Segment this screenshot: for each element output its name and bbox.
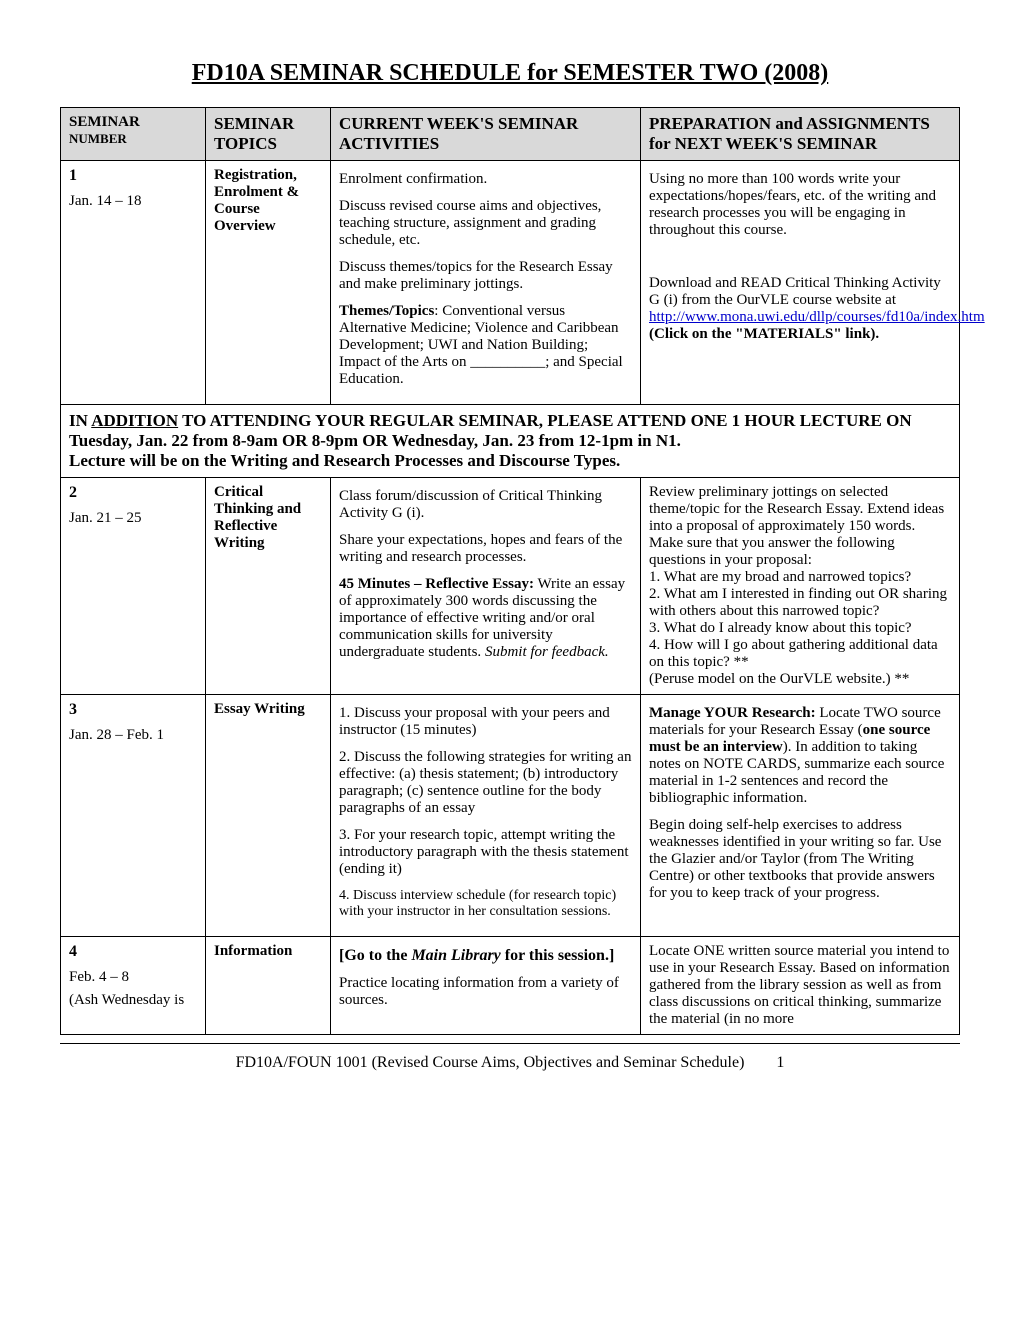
row4-act-it: Main Library: [411, 947, 500, 964]
row1-prep-p2b: (Click on the "MATERIALS" link).: [649, 326, 879, 342]
row4-number-cell: 4 Feb. 4 – 8 (Ash Wednesday is: [61, 937, 206, 1035]
row-1: 1 Jan. 14 – 18 Registration, Enrolment &…: [61, 161, 960, 405]
hdr-topic-l1: SEMINAR: [214, 114, 322, 134]
row4-activities-cell: [Go to the Main Library for this session…: [331, 937, 641, 1035]
row1-act-p1: Enrolment confirmation.: [339, 171, 632, 188]
row1-topic: Registration, Enrolment & Course Overvie…: [214, 167, 299, 234]
row1-number-cell: 1 Jan. 14 – 18: [61, 161, 206, 405]
row2-act-p2: Share your expectations, hopes and fears…: [339, 532, 632, 566]
row-4: 4 Feb. 4 – 8 (Ash Wednesday is Informati…: [61, 937, 960, 1035]
row3-prep-p1: Manage YOUR Research: Locate TWO source …: [649, 705, 951, 807]
row2-act-p1: Class forum/discussion of Critical Think…: [339, 488, 632, 522]
hdr-seminar-topics: SEMINAR TOPICS: [206, 108, 331, 161]
row4-act-head: [Go to the Main Library for this session…: [339, 947, 632, 965]
row1-prep-p1: Using no more than 100 words write your …: [649, 171, 951, 239]
row1-prep-p2: Download and READ Critical Thinking Acti…: [649, 275, 951, 343]
row2-q1: 1. What are my broad and narrowed topics…: [649, 569, 951, 586]
notice-row: IN ADDITION TO ATTENDING YOUR REGULAR SE…: [61, 405, 960, 478]
row3-act1: 1. Discuss your proposal with your peers…: [339, 705, 632, 739]
row-3: 3 Jan. 28 – Feb. 1 Essay Writing 1. Disc…: [61, 695, 960, 937]
row4-act-b1: [Go to the: [339, 947, 411, 964]
notice-l1b: TO ATTENDING YOUR REGULAR SEMINAR, PLEAS…: [69, 411, 912, 450]
row2-peruse: (Peruse model on the OurVLE website.) **: [649, 671, 951, 688]
row2-q4: 4. How will I go about gathering additio…: [649, 637, 951, 671]
row4-date2: (Ash Wednesday is: [69, 992, 197, 1009]
row4-num: 4: [69, 943, 197, 961]
hdr-num-l1: SEMINAR: [69, 114, 197, 131]
notice-l1a: IN: [69, 411, 91, 430]
row3-number-cell: 3 Jan. 28 – Feb. 1: [61, 695, 206, 937]
row1-act-p3: Discuss themes/topics for the Research E…: [339, 259, 632, 293]
footer-divider: [60, 1043, 960, 1044]
row3-act2: 2. Discuss the following strategies for …: [339, 749, 632, 817]
row2-num: 2: [69, 484, 197, 502]
hdr-topic-l2: TOPICS: [214, 134, 322, 154]
notice-cell: IN ADDITION TO ATTENDING YOUR REGULAR SE…: [61, 405, 960, 478]
row2-q3: 3. What do I already know about this top…: [649, 620, 951, 637]
row4-prep-cell: Locate ONE written source material you i…: [641, 937, 960, 1035]
row3-date: Jan. 28 – Feb. 1: [69, 727, 197, 744]
row4-prep: Locate ONE written source material you i…: [649, 943, 951, 1028]
page-footer: FD10A/FOUN 1001 (Revised Course Aims, Ob…: [60, 1054, 960, 1072]
row4-act-p: Practice locating information from a var…: [339, 975, 632, 1009]
row3-prep-p2: Begin doing self-help exercises to addre…: [649, 817, 951, 902]
footer-page: 1: [776, 1054, 784, 1071]
row1-act-themes: Themes/Topics: Conventional versus Alter…: [339, 303, 632, 388]
hdr-preparation: PREPARATION and ASSIGNMENTS for NEXT WEE…: [641, 108, 960, 161]
row1-themes-label: Themes/Topics: [339, 303, 434, 319]
row3-num: 3: [69, 701, 197, 719]
row3-topic: Essay Writing: [214, 701, 305, 717]
row3-prep-cell: Manage YOUR Research: Locate TWO source …: [641, 695, 960, 937]
row2-q2: 2. What am I interested in finding out O…: [649, 586, 951, 620]
hdr-num-l2: NUMBER: [69, 131, 197, 147]
materials-link[interactable]: http://www.mona.uwi.edu/dllp/courses/fd1…: [649, 309, 985, 325]
row2-act-b: 45 Minutes – Reflective Essay:: [339, 576, 534, 592]
notice-l2: Lecture will be on the Writing and Resea…: [69, 451, 620, 470]
row3-topic-cell: Essay Writing: [206, 695, 331, 937]
row4-act-b2: for this session.]: [501, 947, 615, 964]
row-2: 2 Jan. 21 – 25 Critical Thinking and Ref…: [61, 478, 960, 695]
hdr-activities: CURRENT WEEK'S SEMINAR ACTIVITIES: [331, 108, 641, 161]
row2-act-it: Submit for feedback.: [485, 644, 609, 660]
row1-act-p2: Discuss revised course aims and objectiv…: [339, 198, 632, 249]
row3-act4: 4. Discuss interview schedule (for resea…: [339, 888, 632, 920]
row3-prep-b: Manage YOUR Research:: [649, 705, 816, 721]
row3-act3: 3. For your research topic, attempt writ…: [339, 827, 632, 878]
row1-prep-cell: Using no more than 100 words write your …: [641, 161, 960, 405]
schedule-table: SEMINAR NUMBER SEMINAR TOPICS CURRENT WE…: [60, 107, 960, 1035]
row4-date: Feb. 4 – 8: [69, 969, 197, 986]
row2-prep-intro: Review preliminary jottings on selected …: [649, 484, 951, 569]
row3-activities-cell: 1. Discuss your proposal with your peers…: [331, 695, 641, 937]
footer-text: FD10A/FOUN 1001 (Revised Course Aims, Ob…: [236, 1054, 745, 1071]
hdr-seminar-number: SEMINAR NUMBER: [61, 108, 206, 161]
notice-l1u: ADDITION: [91, 411, 178, 430]
row2-topic-cell: Critical Thinking and Reflective Writing: [206, 478, 331, 695]
header-row: SEMINAR NUMBER SEMINAR TOPICS CURRENT WE…: [61, 108, 960, 161]
row1-date: Jan. 14 – 18: [69, 193, 197, 210]
row2-date: Jan. 21 – 25: [69, 510, 197, 527]
row1-num: 1: [69, 167, 197, 185]
row2-prep-cell: Review preliminary jottings on selected …: [641, 478, 960, 695]
row2-topic: Critical Thinking and Reflective Writing: [214, 484, 301, 551]
row1-topic-cell: Registration, Enrolment & Course Overvie…: [206, 161, 331, 405]
page-title: FD10A SEMINAR SCHEDULE for SEMESTER TWO …: [60, 60, 960, 87]
row4-topic: Information: [214, 943, 292, 959]
row2-number-cell: 2 Jan. 21 – 25: [61, 478, 206, 695]
row2-activities-cell: Class forum/discussion of Critical Think…: [331, 478, 641, 695]
row1-activities-cell: Enrolment confirmation. Discuss revised …: [331, 161, 641, 405]
row2-act-p3: 45 Minutes – Reflective Essay: Write an …: [339, 576, 632, 661]
row4-topic-cell: Information: [206, 937, 331, 1035]
row1-prep-p2a: Download and READ Critical Thinking Acti…: [649, 275, 941, 308]
